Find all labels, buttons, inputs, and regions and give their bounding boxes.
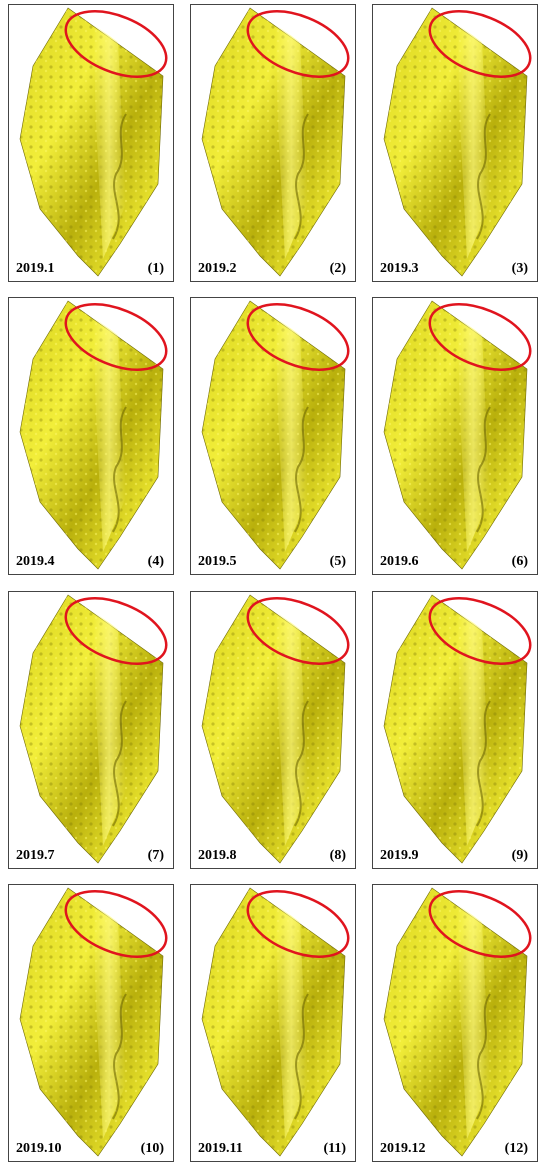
panel-date: 2019.3 [380, 261, 419, 276]
panel: 2019.5 (5) [190, 297, 356, 575]
terrain-highlight [275, 317, 308, 552]
scarp-ridge [294, 113, 309, 240]
panel: 2019.11 (11) [190, 884, 356, 1162]
terrain-highlight [93, 24, 126, 259]
panel-label: (12) [505, 1141, 529, 1156]
highlight-ellipse [428, 10, 532, 78]
terrain-highlight [457, 24, 490, 259]
panel: 2019.12 (12) [372, 884, 538, 1162]
panel-date: 2019.1 [16, 261, 55, 276]
scarp-ridge [294, 406, 309, 533]
scarp-ridge [294, 700, 309, 827]
panel-label: (1) [148, 261, 165, 276]
panel-date: 2019.10 [16, 1141, 62, 1156]
terrain-highlight [93, 317, 126, 552]
panel-label: (11) [323, 1141, 346, 1156]
panel-date: 2019.7 [16, 848, 55, 863]
panel: 2019.9 (9) [372, 591, 538, 869]
terrain-highlight [457, 904, 490, 1139]
panel: 2019.4 (4) [8, 297, 174, 575]
panel: 2019.2 (2) [190, 4, 356, 282]
highlight-ellipse [246, 890, 350, 958]
panel-date: 2019.12 [380, 1141, 426, 1156]
panel-date: 2019.5 [198, 554, 237, 569]
highlight-ellipse [64, 303, 168, 371]
panel-date: 2019.6 [380, 554, 419, 569]
panel-label: (3) [512, 261, 529, 276]
panel-label: (8) [330, 848, 347, 863]
terrain-highlight [275, 24, 308, 259]
panel-label: (10) [141, 1141, 165, 1156]
panel-date: 2019.4 [16, 554, 55, 569]
scarp-ridge [476, 113, 491, 240]
panel-label: (4) [148, 554, 165, 569]
panel-label: (9) [512, 848, 529, 863]
scarp-ridge [476, 993, 491, 1120]
terrain-highlight [275, 904, 308, 1139]
scarp-ridge [112, 406, 127, 533]
panel-label: (5) [330, 554, 347, 569]
terrain-highlight [457, 317, 490, 552]
panel-label: (6) [512, 554, 529, 569]
scarp-ridge [112, 993, 127, 1120]
highlight-ellipse [246, 10, 350, 78]
scarp-ridge [112, 113, 127, 240]
panel: 2019.3 (3) [372, 4, 538, 282]
highlight-ellipse [428, 303, 532, 371]
scarp-ridge [476, 406, 491, 533]
panel-date: 2019.2 [198, 261, 237, 276]
panel-date: 2019.11 [198, 1141, 243, 1156]
terrain-highlight [275, 611, 308, 846]
highlight-ellipse [64, 890, 168, 958]
panel-label: (7) [148, 848, 165, 863]
highlight-ellipse [64, 597, 168, 665]
panel: 2019.1 (1) [8, 4, 174, 282]
panel: 2019.6 (6) [372, 297, 538, 575]
terrain-highlight [93, 611, 126, 846]
panel: 2019.10 (10) [8, 884, 174, 1162]
highlight-ellipse [64, 10, 168, 78]
panel: 2019.7 (7) [8, 591, 174, 869]
panel: 2019.8 (8) [190, 591, 356, 869]
scarp-ridge [112, 700, 127, 827]
scarp-ridge [294, 993, 309, 1120]
highlight-ellipse [246, 597, 350, 665]
highlight-ellipse [428, 890, 532, 958]
terrain-highlight [457, 611, 490, 846]
highlight-ellipse [246, 303, 350, 371]
panel-date: 2019.9 [380, 848, 419, 863]
panel-date: 2019.8 [198, 848, 237, 863]
highlight-ellipse [428, 597, 532, 665]
panel-label: (2) [330, 261, 347, 276]
scarp-ridge [476, 700, 491, 827]
terrain-highlight [93, 904, 126, 1139]
